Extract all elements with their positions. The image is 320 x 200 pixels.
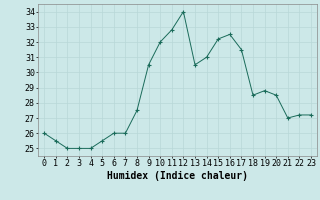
X-axis label: Humidex (Indice chaleur): Humidex (Indice chaleur): [107, 171, 248, 181]
